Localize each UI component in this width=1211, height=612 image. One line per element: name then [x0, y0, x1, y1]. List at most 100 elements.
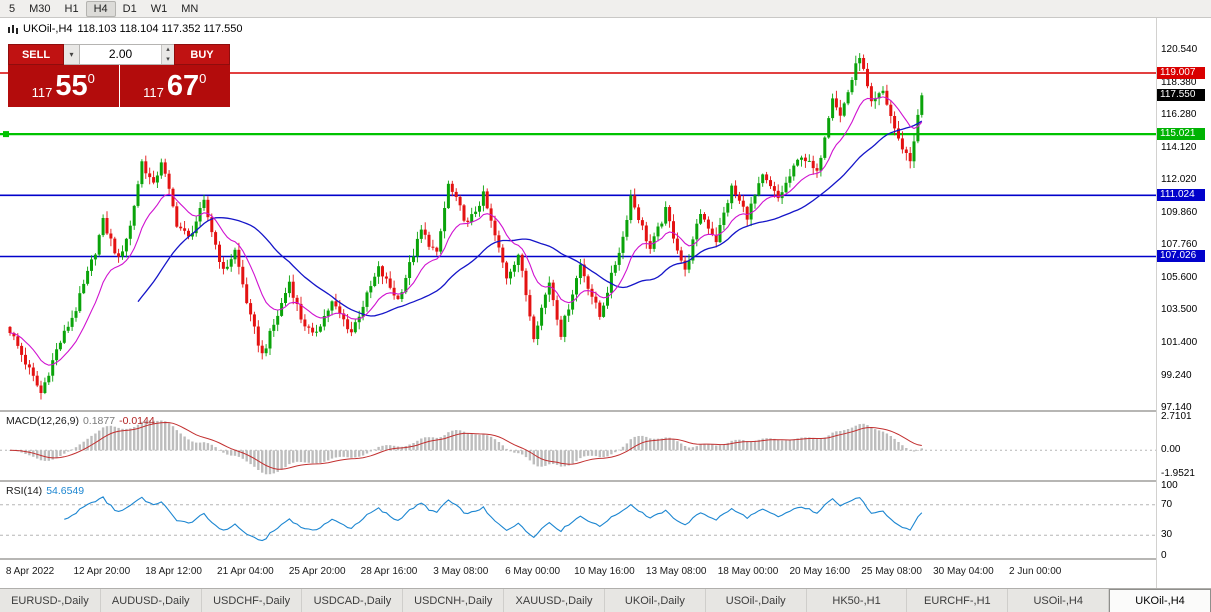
panel-separator — [0, 558, 1156, 560]
rsi-name: RSI(14) — [6, 485, 43, 497]
time-axis-label: 25 Apr 20:00 — [288, 566, 346, 577]
symbol-tab-xauusd-daily[interactable]: XAUUSD-,Daily — [504, 589, 605, 612]
rsi-chart-canvas[interactable] — [0, 482, 1156, 558]
chart-symbol-title: UKOil-,H4 — [23, 23, 73, 35]
sell-button[interactable]: SELL — [8, 44, 64, 65]
symbol-tab-ukoil-daily[interactable]: UKOil-,Daily — [605, 589, 706, 612]
macd-label: MACD(12,26,9) 0.1877 -0.0144 — [6, 415, 155, 427]
ma-fast-line — [9, 96, 923, 366]
axis-label: 107.760 — [1161, 239, 1198, 250]
symbol-tab-usdcnh-daily[interactable]: USDCNH-,Daily — [403, 589, 505, 612]
macd-panel: MACD(12,26,9) 0.1877 -0.0144 — [0, 412, 1156, 480]
time-axis-label: 18 Apr 12:00 — [145, 566, 202, 577]
candlestick-chart-icon — [8, 24, 18, 34]
panel-separator — [0, 410, 1156, 412]
price-badge: 107.026 — [1157, 250, 1205, 262]
axis-label: 109.860 — [1161, 207, 1198, 218]
axis-label: 101.400 — [1161, 337, 1198, 348]
timeframe-button-w1[interactable]: W1 — [150, 2, 168, 15]
time-axis-label: 18 May 00:00 — [717, 566, 779, 577]
macd-main-value: 0.1877 — [82, 415, 116, 427]
time-axis-label: 28 Apr 16:00 — [360, 566, 418, 577]
axis-label: 112.020 — [1161, 174, 1197, 185]
axis-label: 2.7101 — [1161, 411, 1192, 422]
macd-chart-canvas[interactable] — [0, 412, 1156, 480]
time-axis-label: 25 May 08:00 — [861, 566, 922, 577]
price-chart-canvas[interactable] — [0, 18, 1156, 410]
chart-body: UKOil-,H4 118.103 118.104 117.352 117.55… — [0, 18, 1211, 588]
axis-label: 103.500 — [1161, 304, 1198, 315]
timeframe-button-h4[interactable]: H4 — [85, 0, 116, 17]
plot-column: UKOil-,H4 118.103 118.104 117.352 117.55… — [0, 18, 1156, 588]
axis-label: 118.380 — [1161, 77, 1197, 88]
macd-signal-line — [9, 421, 922, 470]
trade-prices-row: 117 55 0 117 67 0 — [8, 65, 230, 107]
axis-label: 0 — [1161, 550, 1167, 561]
timeframe-toolbar: 5 M30 H1 H4 D1 W1 MN — [0, 0, 1211, 18]
volume-stepper[interactable]: ▴ ▾ — [161, 45, 174, 64]
panel-separator — [0, 480, 1156, 482]
symbol-tab-eurusd-daily[interactable]: EURUSD-,Daily — [0, 589, 101, 612]
axis-label: 97.140 — [1161, 402, 1192, 413]
time-axis-label: 8 Apr 2022 — [5, 566, 55, 577]
trade-controls-row: SELL ▾ 2.00 ▴ ▾ BUY — [8, 44, 230, 65]
chart-header: UKOil-,H4 118.103 118.104 117.352 117.55… — [8, 23, 242, 35]
timeframe-button-5[interactable]: 5 — [9, 2, 16, 15]
line-handle[interactable] — [3, 131, 9, 138]
rsi-line — [64, 496, 923, 542]
chart-ohlc-values: 118.103 118.104 117.352 117.550 — [77, 23, 243, 35]
timeframe-button-m30[interactable]: M30 — [29, 2, 51, 15]
time-axis-label: 2 Jun 00:00 — [1009, 566, 1062, 577]
axis-label: 30 — [1161, 529, 1173, 540]
time-axis[interactable]: 8 Apr 2022 12 Apr 20:00 18 Apr 12:00 21 Apr… — [0, 560, 1156, 588]
symbol-tabbar: EURUSD-,Daily AUDUSD-,Daily USDCHF-,Daily U… — [0, 588, 1211, 612]
axis-label: 114.120 — [1161, 142, 1197, 153]
price-badge: 111.024 — [1157, 189, 1205, 201]
symbol-tab-hk50-h1[interactable]: HK50-,H1 — [807, 589, 908, 612]
time-axis-label: 30 May 04:00 — [933, 566, 994, 577]
sell-price-display[interactable]: 117 55 0 — [8, 65, 119, 107]
symbol-tab-usoil-daily[interactable]: USOil-,Daily — [706, 589, 807, 612]
sell-price-sup: 0 — [87, 71, 95, 86]
ma-slow-line — [137, 120, 923, 317]
macd-signal-value: -0.0144 — [119, 415, 155, 427]
rsi-label: RSI(14) 54.6549 — [6, 485, 84, 497]
buy-price-display[interactable]: 117 67 0 — [119, 65, 230, 107]
symbol-tab-usdchf-daily[interactable]: USDCHF-,Daily — [202, 589, 303, 612]
axis-label: 120.540 — [1161, 44, 1198, 55]
timeframe-button-h1[interactable]: H1 — [64, 2, 79, 15]
buy-price-big: 67 — [166, 70, 200, 102]
price-badge: 115.021 — [1157, 128, 1205, 140]
time-axis-label: 20 May 16:00 — [789, 566, 851, 577]
timeframe-button-mn[interactable]: MN — [181, 2, 199, 15]
buy-price-sup: 0 — [199, 71, 207, 86]
symbol-tab-eurchf-h1[interactable]: EURCHF-,H1 — [907, 589, 1009, 612]
sell-price-prefix: 117 — [31, 85, 53, 100]
buy-price-prefix: 117 — [143, 85, 164, 100]
price-badge: 119.007 — [1157, 67, 1205, 79]
macd-name: MACD(12,26,9) — [6, 415, 79, 427]
buy-button[interactable]: BUY — [174, 44, 230, 65]
symbol-tab-usoil-h4[interactable]: USOil-,H4 — [1008, 589, 1110, 612]
symbol-tab-ukoil-h4[interactable]: UKOil-,H4 — [1109, 589, 1211, 612]
timeframe-button-d1[interactable]: D1 — [122, 2, 137, 15]
axis-label: 0.00 — [1161, 444, 1181, 455]
price-axis[interactable]: 120.540 118.380 116.280 114.120 112.020 109.8… — [1156, 18, 1211, 588]
axis-label: -1.9521 — [1161, 468, 1195, 479]
axis-label: 116.280 — [1161, 109, 1197, 120]
axis-label: 105.600 — [1161, 272, 1198, 283]
price-panel: UKOil-,H4 118.103 118.104 117.352 117.55… — [0, 18, 1156, 410]
order-type-dropdown[interactable]: ▾ — [64, 44, 80, 65]
one-click-trading-panel: SELL ▾ 2.00 ▴ ▾ BUY 117 55 0 117 67 0 — [8, 44, 230, 107]
time-axis-label: 6 May 00:00 — [505, 566, 561, 577]
symbol-tab-usdcad-daily[interactable]: USDCAD-,Daily — [302, 589, 404, 612]
axis-label: 70 — [1161, 499, 1173, 510]
spinner-down-icon: ▾ — [166, 55, 170, 63]
chevron-down-icon: ▾ — [69, 50, 74, 59]
time-axis-label: 12 Apr 20:00 — [73, 566, 131, 577]
symbol-tab-audusd-daily[interactable]: AUDUSD-,Daily — [101, 589, 202, 612]
axis-label: 100 — [1161, 480, 1178, 491]
rsi-value: 54.6549 — [46, 485, 85, 497]
volume-input[interactable]: 2.00 — [108, 47, 133, 61]
time-axis-label: 10 May 16:00 — [574, 566, 635, 577]
